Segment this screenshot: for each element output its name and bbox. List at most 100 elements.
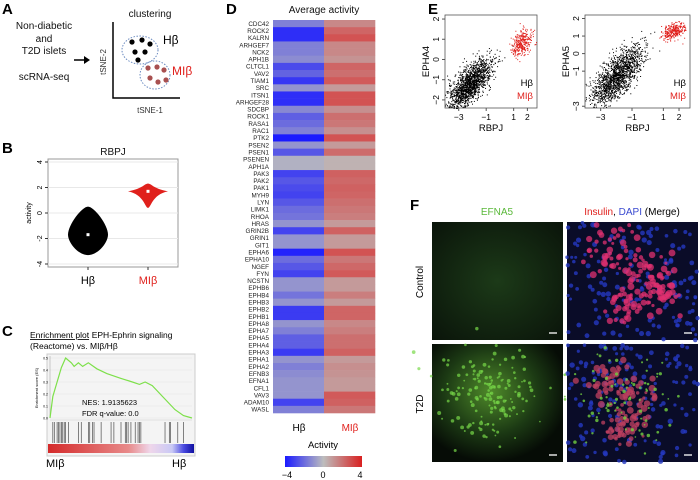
point-hbeta <box>463 93 465 95</box>
point-hbeta <box>634 65 636 67</box>
point-hbeta <box>454 74 456 76</box>
point-hbeta <box>600 75 602 77</box>
heatmap-cell <box>324 291 376 299</box>
point-hbeta <box>486 71 488 73</box>
efna5-signal <box>510 409 513 412</box>
point-hbeta <box>462 100 464 102</box>
point-hbeta <box>468 98 470 100</box>
point-hbeta <box>459 100 461 102</box>
point-hbeta <box>621 68 623 70</box>
heatmap-cell <box>273 391 325 400</box>
point-hbeta <box>596 92 598 94</box>
legend-hbeta: Hβ <box>674 78 687 89</box>
point-hbeta <box>613 85 615 87</box>
point-hbeta <box>634 46 636 48</box>
point-hbeta <box>601 76 603 78</box>
point-hbeta <box>606 71 608 73</box>
point-hbeta <box>614 67 616 69</box>
point-hbeta <box>614 91 616 93</box>
efna5-signal <box>504 386 508 390</box>
point-hbeta <box>625 62 627 64</box>
point-hbeta <box>612 82 614 84</box>
point-hbeta <box>626 85 628 87</box>
point-mibeta <box>517 42 519 44</box>
point-hbeta <box>449 80 451 82</box>
point-hbeta <box>470 93 472 95</box>
point-hbeta <box>638 43 640 45</box>
point-hbeta <box>631 51 633 53</box>
point-hbeta <box>604 79 606 81</box>
point-hbeta <box>618 67 620 69</box>
point-mibeta <box>521 48 523 50</box>
point-hbeta <box>633 60 635 62</box>
insulin-signal <box>629 415 637 422</box>
point-hbeta <box>636 59 638 61</box>
efna5-signal <box>645 358 649 361</box>
point-hbeta <box>612 95 614 97</box>
point-hbeta <box>464 99 466 101</box>
point-hbeta <box>607 83 609 85</box>
point-hbeta <box>484 68 486 70</box>
point-hbeta <box>593 90 595 92</box>
heatmap-cell <box>273 255 325 264</box>
point-mibeta <box>524 42 526 44</box>
point-hbeta <box>470 72 472 74</box>
point-hbeta <box>631 66 633 68</box>
point-mibeta <box>525 50 527 52</box>
point-hbeta <box>459 87 461 89</box>
dapi-nucleus <box>585 455 590 459</box>
point-hbeta <box>603 96 605 98</box>
point-hbeta <box>596 98 598 100</box>
point-mibeta <box>514 49 516 51</box>
point-hbeta <box>612 62 614 64</box>
point-hbeta <box>449 106 451 108</box>
efna5-signal <box>491 423 495 426</box>
point-hbeta <box>620 61 622 63</box>
point-hbeta <box>608 105 610 107</box>
heatmap-cell <box>324 48 376 57</box>
point-mibeta <box>518 53 520 55</box>
point-hbeta <box>596 87 598 89</box>
point-hbeta <box>612 89 614 91</box>
point-hbeta <box>452 96 454 98</box>
point-hbeta <box>613 88 615 90</box>
point-hbeta <box>476 64 478 66</box>
point-hbeta <box>482 55 484 57</box>
point-hbeta <box>482 67 484 69</box>
point-hbeta <box>627 67 629 69</box>
point-hbeta <box>465 101 467 103</box>
point-mibeta <box>530 35 532 37</box>
point-hbeta <box>602 80 604 82</box>
point-hbeta <box>475 92 477 94</box>
dapi-nucleus <box>691 302 696 306</box>
point-hbeta <box>490 64 492 66</box>
point-hbeta <box>488 65 490 67</box>
dapi-nucleus <box>680 343 685 349</box>
point-hbeta <box>597 94 599 96</box>
point-hbeta <box>461 84 463 86</box>
point-hbeta <box>622 51 624 53</box>
point-mibeta <box>529 35 531 37</box>
point-hbeta <box>449 103 451 105</box>
point-hbeta <box>471 84 473 86</box>
heatmap-cell <box>273 341 325 349</box>
insulin-signal <box>666 282 672 288</box>
legend-hbeta: Hβ <box>521 78 534 89</box>
point-hbeta <box>594 95 596 97</box>
efna5-signal <box>511 366 514 369</box>
point-hbeta <box>599 81 601 83</box>
gene-label: WASL <box>251 407 269 414</box>
point-hbeta <box>479 75 481 77</box>
point-mibeta <box>513 49 515 51</box>
point-hbeta <box>621 77 623 79</box>
point-hbeta <box>470 90 472 92</box>
point-hbeta <box>450 96 452 98</box>
point-hbeta <box>597 91 599 93</box>
point-hbeta <box>474 81 476 83</box>
point-hbeta <box>472 86 474 88</box>
efna5-signal <box>461 386 465 390</box>
point-mibeta <box>675 21 677 23</box>
point-hbeta <box>608 88 610 90</box>
point-hbeta <box>631 76 633 78</box>
y-axis-label: EPHA5 <box>561 46 572 77</box>
